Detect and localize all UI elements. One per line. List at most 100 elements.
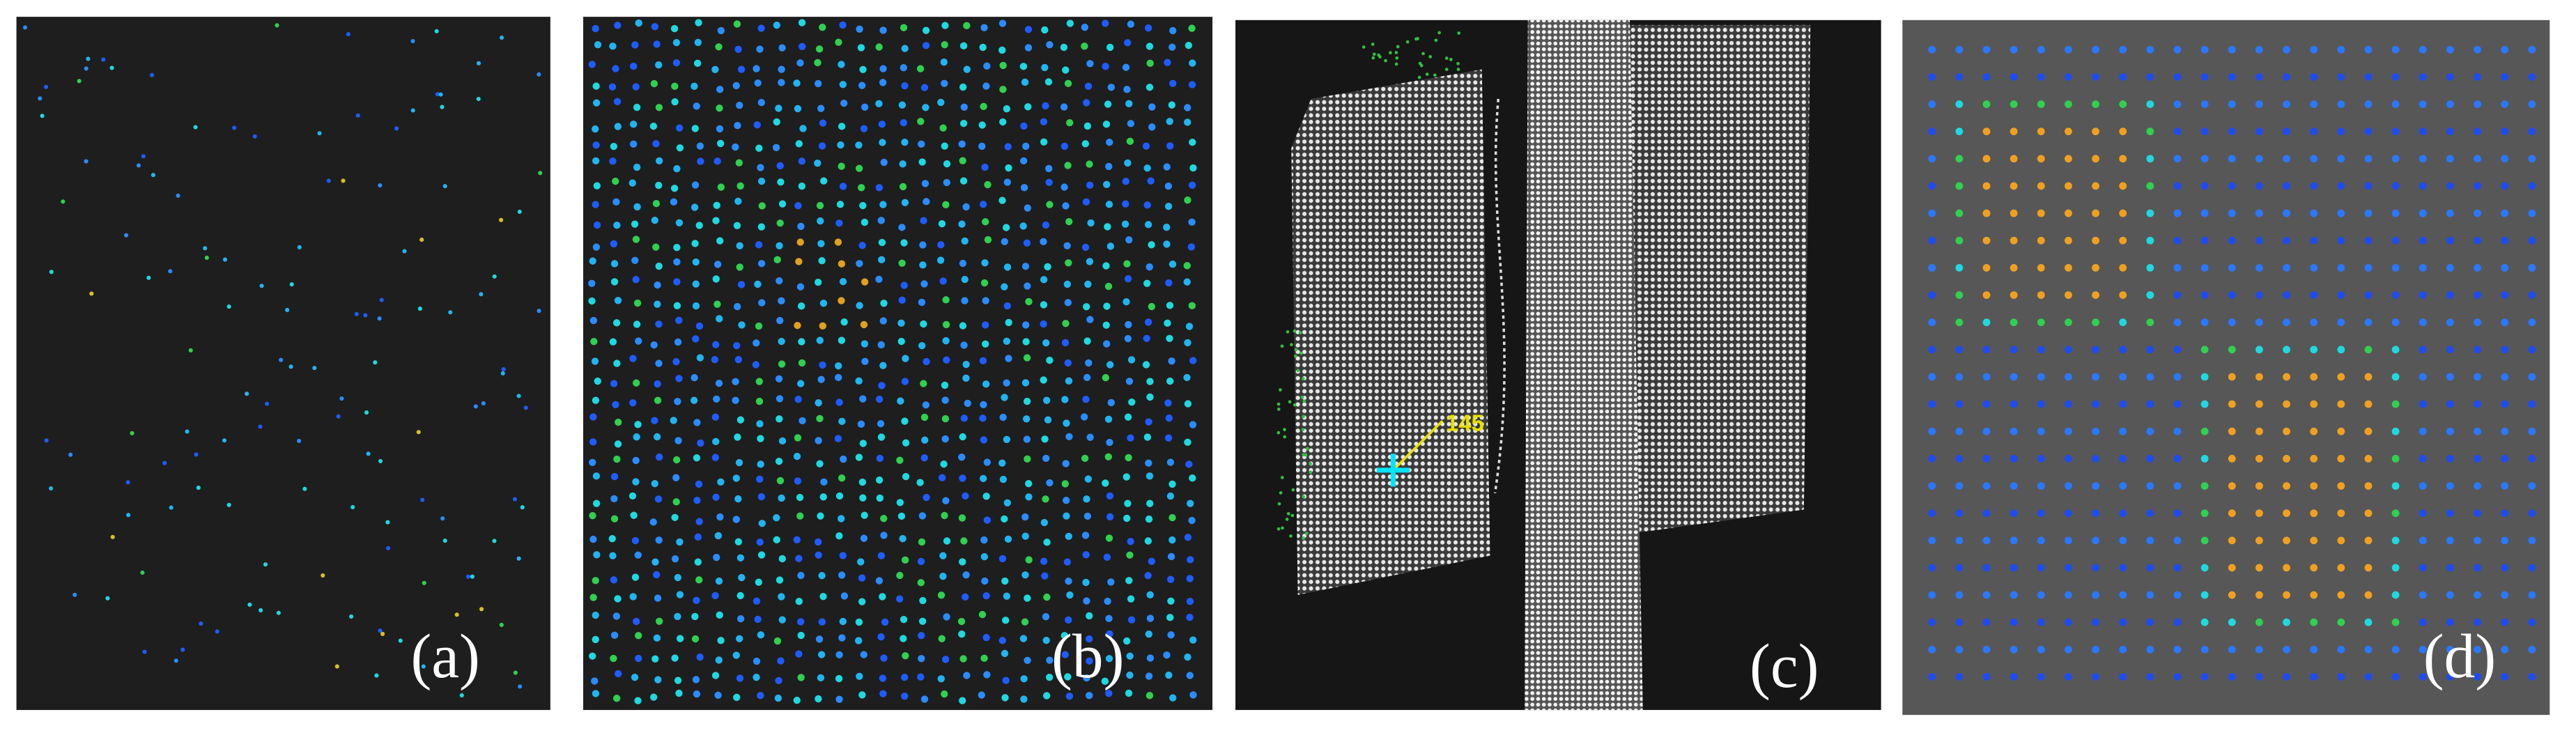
point — [2092, 318, 2100, 327]
point — [671, 654, 679, 662]
point — [838, 162, 845, 170]
point — [757, 260, 766, 268]
point — [2146, 182, 2154, 190]
point — [1928, 346, 1936, 354]
point — [1928, 236, 1936, 245]
point — [1955, 564, 1964, 572]
point — [2065, 564, 2072, 572]
point — [918, 617, 927, 625]
point — [1128, 399, 1136, 406]
point — [983, 62, 991, 70]
point — [1023, 435, 1031, 443]
point — [1955, 100, 1964, 108]
point — [959, 177, 968, 185]
point — [754, 79, 762, 87]
point — [856, 25, 863, 33]
point — [943, 356, 950, 364]
point — [778, 555, 786, 563]
point — [1003, 592, 1011, 600]
point — [1024, 656, 1031, 665]
point — [1285, 518, 1289, 521]
point — [2310, 618, 2318, 626]
point — [1184, 118, 1191, 126]
point — [715, 577, 723, 585]
point — [2146, 346, 2154, 354]
point — [1169, 694, 1177, 702]
point — [959, 42, 968, 50]
point — [86, 56, 91, 61]
point — [1293, 403, 1297, 407]
point — [1106, 438, 1113, 447]
point — [959, 558, 966, 566]
point — [2419, 373, 2427, 381]
point — [2528, 673, 2536, 681]
point — [593, 182, 601, 189]
point — [857, 184, 865, 192]
point — [858, 478, 867, 486]
point — [2310, 509, 2318, 518]
point — [2173, 509, 2182, 518]
point — [2310, 236, 2318, 245]
point — [2037, 536, 2045, 545]
point — [835, 492, 844, 500]
point — [1062, 320, 1070, 327]
point — [838, 123, 846, 130]
point — [755, 144, 763, 152]
point — [959, 433, 966, 441]
point — [840, 455, 847, 463]
point — [860, 320, 868, 329]
point — [2419, 454, 2427, 463]
point — [614, 440, 622, 448]
point — [1167, 552, 1175, 561]
point — [880, 532, 888, 539]
point — [1126, 137, 1134, 146]
point — [980, 436, 988, 444]
point — [1127, 120, 1135, 127]
point — [222, 257, 228, 262]
point — [2065, 482, 2072, 490]
point — [2010, 509, 2018, 518]
point — [1104, 282, 1113, 291]
point — [2528, 482, 2536, 490]
point — [732, 82, 740, 90]
point — [879, 65, 887, 72]
point — [695, 222, 703, 229]
point — [1001, 394, 1008, 401]
point — [855, 164, 863, 172]
point — [674, 338, 682, 346]
point — [957, 617, 966, 626]
point — [130, 431, 134, 435]
point — [693, 419, 701, 426]
point — [798, 19, 806, 26]
point — [757, 24, 765, 32]
point — [692, 676, 700, 683]
point — [297, 438, 302, 443]
point — [655, 359, 663, 367]
point — [902, 355, 909, 362]
point — [820, 177, 828, 185]
point — [1148, 103, 1156, 111]
point — [651, 655, 659, 663]
point — [775, 375, 783, 382]
point — [1020, 695, 1028, 703]
point — [1280, 344, 1284, 348]
point — [2364, 482, 2373, 490]
point — [142, 649, 147, 654]
point — [1081, 42, 1088, 50]
point — [736, 416, 745, 424]
point — [778, 360, 786, 368]
point — [2065, 618, 2072, 626]
point — [941, 381, 949, 389]
point — [713, 201, 720, 209]
point — [1124, 159, 1132, 167]
point — [937, 98, 945, 107]
point — [2501, 536, 2509, 545]
point — [879, 674, 887, 682]
point — [44, 438, 49, 443]
point — [877, 256, 886, 264]
point — [1165, 671, 1173, 679]
point — [982, 493, 990, 500]
point — [612, 177, 619, 185]
point — [2501, 591, 2509, 599]
point — [941, 415, 950, 423]
